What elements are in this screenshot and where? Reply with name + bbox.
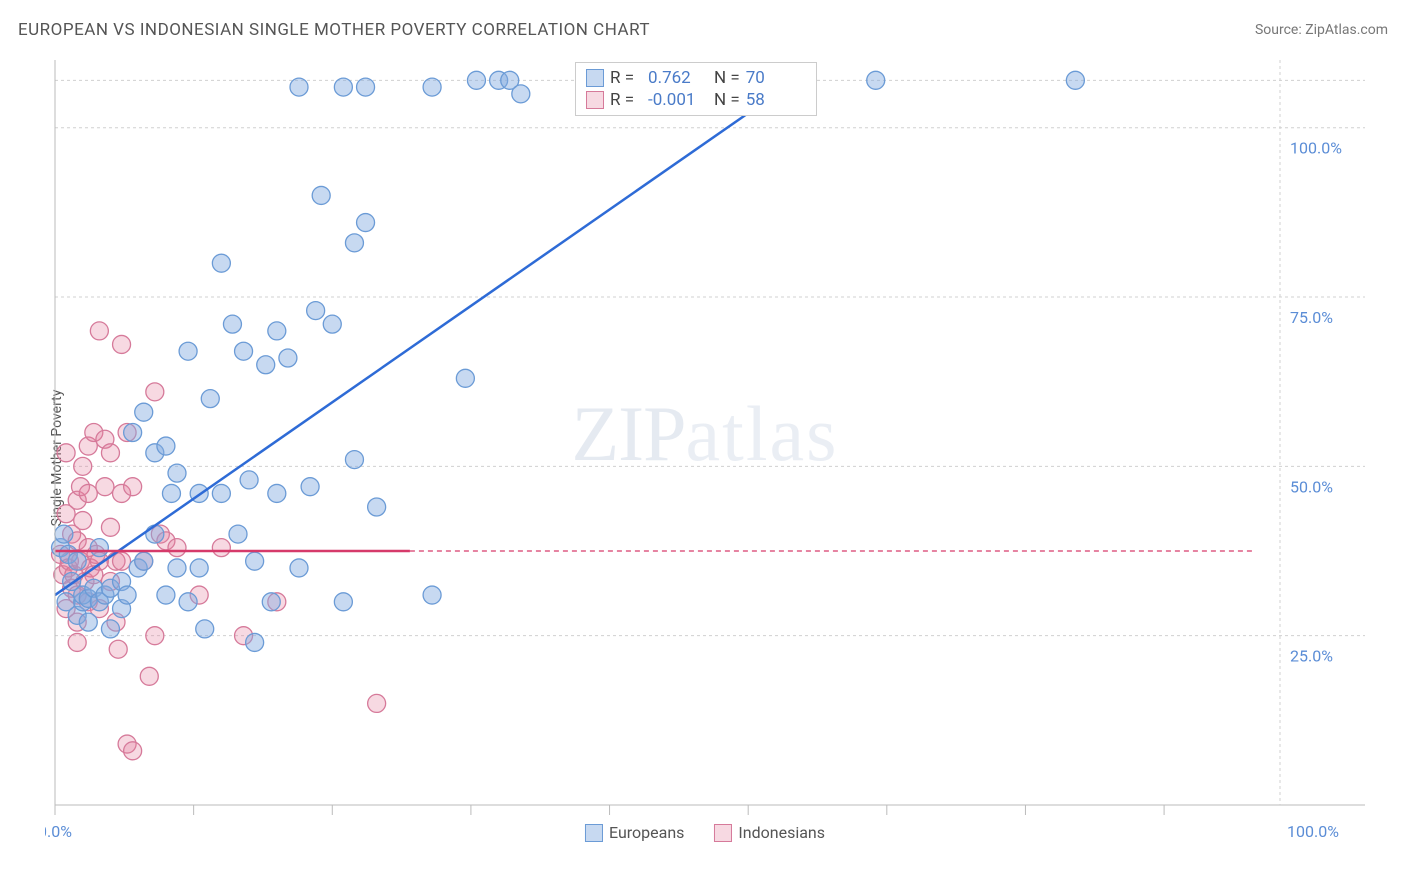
r-value-blue: 0.762 <box>648 68 708 88</box>
svg-text:25.0%: 25.0% <box>1290 647 1333 666</box>
legend-series: Europeans Indonesians <box>585 823 825 842</box>
chart-header: EUROPEAN VS INDONESIAN SINGLE MOTHER POV… <box>18 20 1388 40</box>
n-value-blue: 70 <box>746 68 806 88</box>
legend-item-indonesians: Indonesians <box>714 823 825 842</box>
svg-text:75.0%: 75.0% <box>1290 308 1333 327</box>
svg-text:0.0%: 0.0% <box>45 822 72 840</box>
chart-source: Source: ZipAtlas.com <box>1255 22 1388 38</box>
chart-title: EUROPEAN VS INDONESIAN SINGLE MOTHER POV… <box>18 20 650 40</box>
legend-swatch-blue <box>586 69 604 87</box>
plot-area: Single Mother Poverty ZIPatlas 25.0%50.0… <box>45 60 1365 840</box>
legend-row-indonesians: R = -0.001 N = 58 <box>586 89 806 111</box>
legend-row-europeans: R = 0.762 N = 70 <box>586 67 806 89</box>
n-value-pink: 58 <box>746 90 806 110</box>
r-value-pink: -0.001 <box>648 90 708 110</box>
svg-text:100.0%: 100.0% <box>1287 822 1339 840</box>
svg-text:50.0%: 50.0% <box>1290 477 1333 496</box>
legend-correlation: R = 0.762 N = 70 R = -0.001 N = 58 <box>575 62 817 116</box>
svg-text:100.0%: 100.0% <box>1290 139 1342 158</box>
legend-swatch-blue-icon <box>585 824 603 842</box>
legend-swatch-pink <box>586 91 604 109</box>
legend-item-europeans: Europeans <box>585 823 684 842</box>
legend-swatch-pink-icon <box>714 824 732 842</box>
chart-svg: 25.0% 50.0% 75.0% 100.0% 0.0% 100.0% <box>45 60 1365 840</box>
